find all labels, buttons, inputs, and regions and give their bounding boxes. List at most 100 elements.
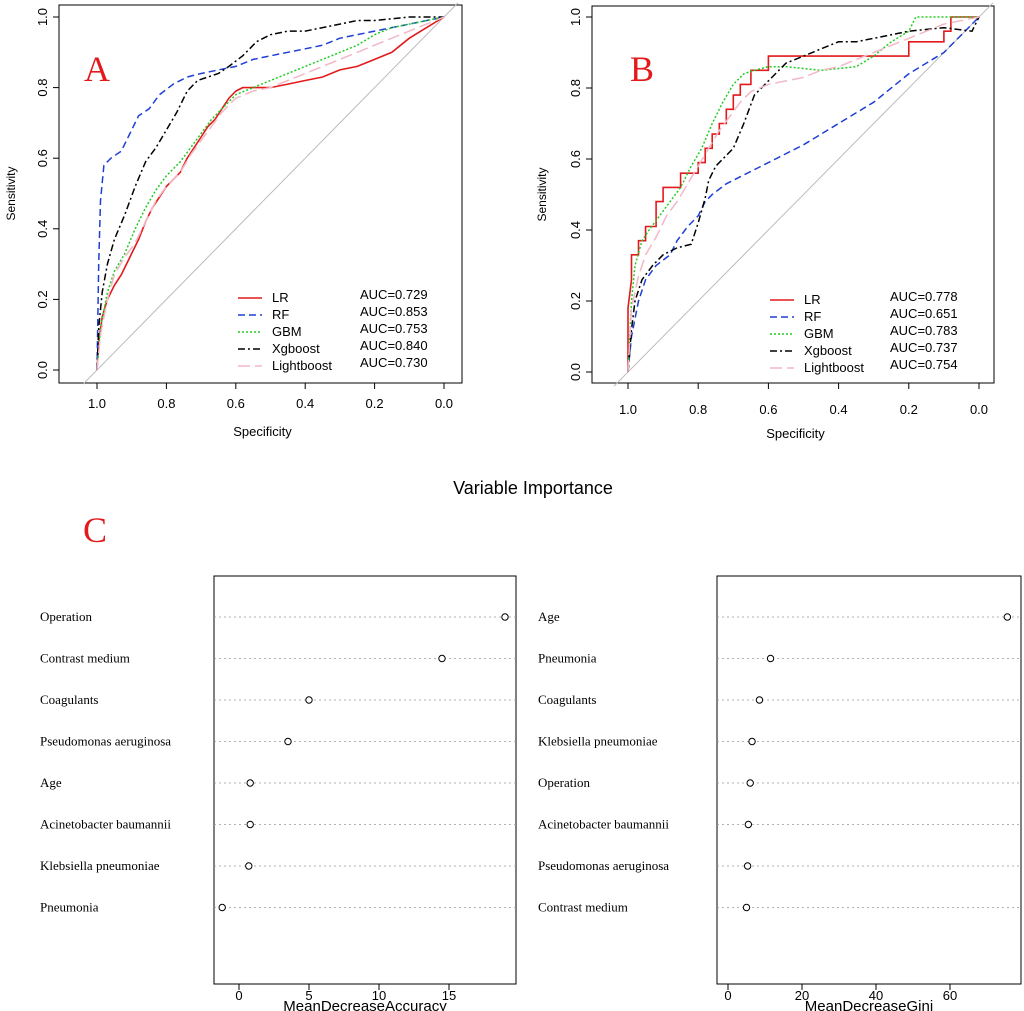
y-tick-label: 1.0 xyxy=(568,8,583,26)
importance-title: Variable Importance xyxy=(453,478,613,498)
roc-curve-lightboost xyxy=(627,16,980,373)
roc-curve-xgboost xyxy=(627,16,980,373)
variable-label: Contrast medium xyxy=(40,651,130,666)
legend-auc-lightboost: AUC=0.754 xyxy=(890,357,958,372)
plot-frame xyxy=(58,4,463,384)
y-tick-label: 0.6 xyxy=(568,150,583,168)
panel-letter-A: A xyxy=(84,49,110,89)
importance-point xyxy=(218,903,226,912)
y-tick-label: 0.4 xyxy=(35,220,50,238)
legend-label-lr: LR xyxy=(272,290,289,305)
legend-label-rf: RF xyxy=(804,309,821,324)
x-tick-label: 0.4 xyxy=(830,402,848,417)
x-tick-label: 10 xyxy=(372,988,386,1003)
x-axis-label: MeanDecreaseGini xyxy=(805,998,933,1011)
x-axis-label: MeanDecreaseAccuracy xyxy=(283,998,447,1011)
importance-point xyxy=(438,654,446,663)
x-tick-label: 0.0 xyxy=(435,396,453,411)
importance-point xyxy=(501,613,509,621)
x-tick-label: 1.0 xyxy=(619,402,637,417)
dotplot-frame xyxy=(716,575,1022,985)
roc-curve-gbm xyxy=(96,16,445,371)
dotplot-frame xyxy=(213,575,517,985)
x-tick-label: 0.6 xyxy=(227,396,245,411)
roc-panel-B: 0.0 0.2 0.4 0.6 0.8 1.0 1.0 0.8 0.6 0.4 0.2 0.0 Spec… xyxy=(535,2,995,441)
legend-auc-lr: AUC=0.778 xyxy=(890,289,958,304)
variable-label: Pneumonia xyxy=(40,900,99,915)
variable-label: Acinetobacter baumannii xyxy=(40,817,171,832)
x-tick-label: 0 xyxy=(235,988,242,1003)
y-tick-label: 0.6 xyxy=(35,149,50,167)
legend-label-gbm: GBM xyxy=(272,324,302,339)
variable-label: Age xyxy=(40,775,62,790)
legend-label-xgboost: Xgboost xyxy=(272,341,320,356)
importance-point xyxy=(755,696,764,704)
roc-curve-rf xyxy=(627,16,980,373)
x-tick-label: 20 xyxy=(795,988,809,1003)
reference-diagonal xyxy=(613,2,994,387)
y-axis-label: Sensitivity xyxy=(4,166,18,220)
reference-diagonal xyxy=(82,2,459,385)
x-tick-label: 0.8 xyxy=(157,396,175,411)
legend-label-xgboost: Xgboost xyxy=(804,343,852,358)
roc-panel-A: 0.0 0.2 0.4 0.6 0.8 1.0 1.0 0.8 0.6 0.4 0.2 0.0 Spec… xyxy=(4,2,463,439)
x-tick-label: 0.2 xyxy=(366,396,384,411)
panel-letter-B: B xyxy=(630,49,654,89)
legend-auc-rf: AUC=0.853 xyxy=(360,304,428,319)
roc-curve-rf xyxy=(96,16,445,371)
importance-point xyxy=(284,737,292,746)
importance-point xyxy=(746,779,754,787)
legend-label-gbm: GBM xyxy=(804,326,834,341)
x-tick-label: 1.0 xyxy=(88,396,106,411)
importance-point xyxy=(246,820,254,829)
legend-auc-gbm: AUC=0.783 xyxy=(890,323,958,338)
legend-auc-lr: AUC=0.729 xyxy=(360,287,428,302)
y-tick-label: 0.0 xyxy=(568,363,583,381)
legend-auc-xgboost: AUC=0.737 xyxy=(890,340,958,355)
y-tick-label: 1.0 xyxy=(35,8,50,26)
legend-label-lr: LR xyxy=(804,292,821,307)
y-tick-label: 0.2 xyxy=(568,292,583,310)
y-tick-label: 0.8 xyxy=(568,79,583,97)
x-tick-label: 40 xyxy=(869,988,883,1003)
roc-curve-lightboost xyxy=(96,16,445,371)
variable-label: Klebsiella pneumoniae xyxy=(538,734,658,749)
variable-label: Klebsiella pneumoniae xyxy=(40,858,160,873)
importance-point xyxy=(246,779,254,787)
variable-label: Age xyxy=(538,609,560,624)
x-axis-label: Specificity xyxy=(233,424,292,439)
legend-auc-xgboost: AUC=0.840 xyxy=(360,338,428,353)
x-tick-label: 0.2 xyxy=(900,402,918,417)
importance-point xyxy=(743,862,752,870)
variable-label: Coagulants xyxy=(538,692,597,707)
x-tick-label: 0.0 xyxy=(970,402,988,417)
y-tick-label: 0.4 xyxy=(568,221,583,239)
legend-label-lightboost: Lightboost xyxy=(272,358,332,373)
importance-point xyxy=(305,696,313,704)
y-tick-label: 0.2 xyxy=(35,290,50,308)
x-tick-label: 0.8 xyxy=(689,402,707,417)
variable-label: Pseudomonas aeruginosa xyxy=(40,734,171,749)
x-tick-label: 15 xyxy=(442,988,456,1003)
importance-point xyxy=(1003,613,1012,621)
importance-point xyxy=(744,820,753,829)
x-tick-label: 0.6 xyxy=(759,402,777,417)
legend-auc-lightboost: AUC=0.730 xyxy=(360,355,428,370)
variable-label: Coagulants xyxy=(40,692,99,707)
y-tick-label: 0.8 xyxy=(35,79,50,97)
variable-label: Pseudomonas aeruginosa xyxy=(538,858,669,873)
roc-curve-lr xyxy=(96,16,445,371)
x-tick-label: 60 xyxy=(943,988,957,1003)
importance-panel-accuracy: Operation Contrast medium Coagulants Pseudo… xyxy=(40,575,517,1011)
roc-curve-xgboost xyxy=(96,16,444,371)
x-tick-label: 5 xyxy=(305,988,312,1003)
importance-panel-gini: Age Pneumonia Coagulants Klebsiella pneumon… xyxy=(538,575,1022,1011)
plot-frame xyxy=(591,5,995,384)
variable-label: Acinetobacter baumannii xyxy=(538,817,669,832)
importance-point xyxy=(766,654,775,663)
y-tick-label: 0.0 xyxy=(35,361,50,379)
panel-letter-C: C xyxy=(83,510,107,550)
variable-label: Operation xyxy=(40,609,92,624)
legend-label-rf: RF xyxy=(272,307,289,322)
